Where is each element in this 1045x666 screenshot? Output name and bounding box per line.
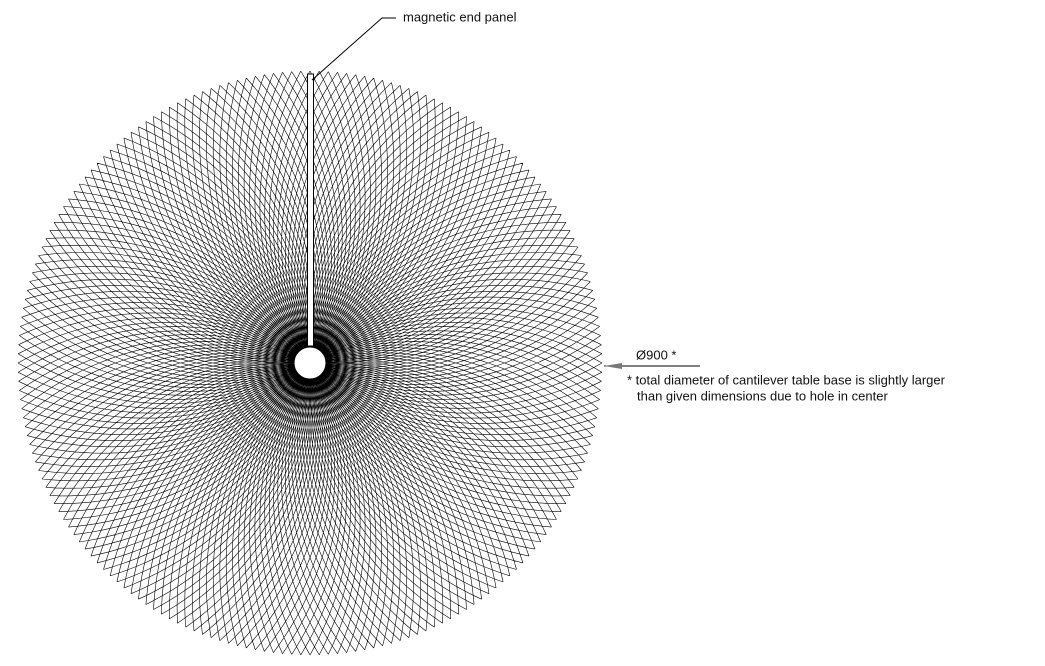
leader-line (311, 17, 396, 81)
end-panel-label: magnetic end panel (403, 9, 517, 24)
diameter-label: Ø900 * (636, 347, 676, 362)
end-panel-slot (307, 73, 314, 347)
note-line: than given dimensions due to hole in cen… (637, 388, 888, 403)
note-line: * total diameter of cantilever table bas… (627, 372, 946, 387)
dimension-arrow (604, 363, 622, 369)
center-hole (293, 346, 327, 380)
